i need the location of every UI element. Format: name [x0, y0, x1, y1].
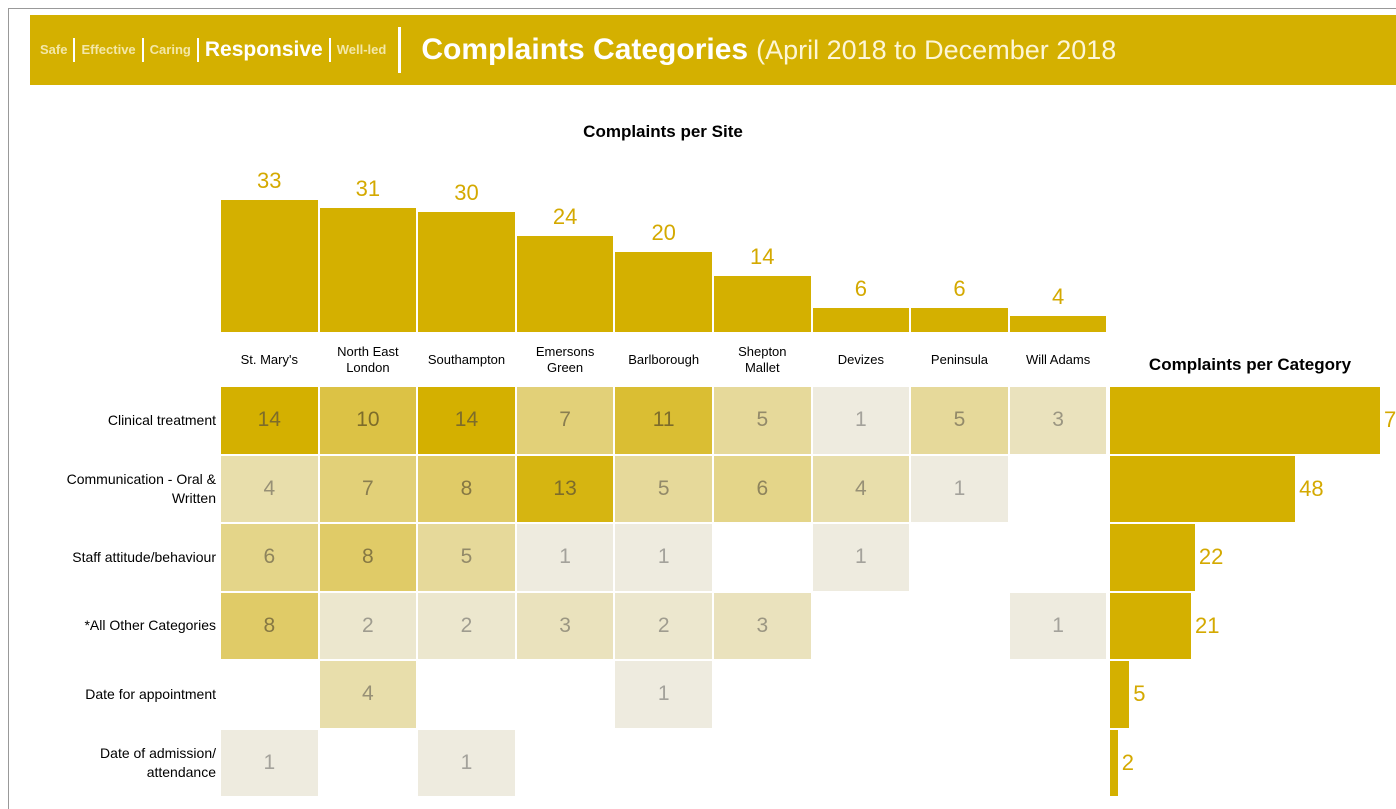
x-tick-label: Will Adams	[1025, 352, 1091, 367]
row-label-text: Date of admission/ attendance	[100, 744, 216, 780]
heat-cell: 1	[812, 524, 910, 591]
value-label: 48	[1299, 475, 1324, 501]
heat-cell: 5	[911, 387, 1008, 454]
heat-cell: 5	[418, 524, 515, 591]
heat-cell: 7	[319, 455, 417, 522]
heat-cell: 1	[1009, 592, 1107, 659]
x-tick-label: Peninsula	[930, 352, 989, 367]
value-label: 22	[1198, 544, 1224, 570]
heat-cell: 1	[911, 455, 1008, 522]
bar	[812, 308, 910, 332]
nav-link[interactable]: Effective	[75, 38, 144, 62]
value-label: 4	[1051, 284, 1065, 309]
heat-cell: 6	[714, 455, 811, 522]
value-label: 24	[552, 204, 578, 229]
row-label: Date of admission/ attendance	[30, 730, 216, 797]
bar	[615, 252, 712, 332]
value-label: 2	[1121, 749, 1134, 775]
heat-cell: 8	[319, 524, 417, 591]
row-label: Staff attitude/behaviour	[30, 524, 216, 591]
bar	[319, 208, 417, 332]
value-label: 14	[750, 244, 775, 269]
row-label: Clinical treatment	[30, 387, 216, 454]
heat-cell: 1	[615, 661, 712, 728]
heat-cell: 14	[418, 387, 515, 454]
x-tick-label: North East London	[337, 344, 399, 375]
value-label: 6	[854, 276, 868, 301]
bar	[714, 276, 811, 332]
x-tick-label: Devizes	[837, 352, 885, 367]
row-label: *All Other Categories	[30, 593, 216, 660]
value-label: 33	[257, 168, 282, 193]
heat-cell: 1	[221, 729, 318, 796]
value-label: 21	[1195, 612, 1220, 638]
x-tick-label: Shepton Mallet	[738, 344, 787, 375]
nav-link[interactable]: Well-led	[336, 42, 387, 57]
frame	[8, 8, 1396, 809]
row-label: Date for appointment	[30, 661, 216, 728]
row-label-text: Date for appointment	[85, 685, 216, 702]
chart-title: Complaints per Site	[583, 122, 743, 141]
heat-cell: 13	[516, 455, 614, 522]
x-tick-label: Barlborough	[628, 352, 700, 367]
bar	[1110, 592, 1191, 659]
heat-cell: 7	[516, 387, 614, 454]
bar	[516, 236, 614, 332]
bar	[1110, 387, 1380, 454]
bar	[1110, 729, 1118, 796]
heat-cell: 1	[516, 524, 614, 591]
value-label: 20	[651, 220, 676, 245]
heat-cell: 1	[418, 729, 515, 796]
heat-cell: 3	[1009, 387, 1107, 454]
value-label: 5	[1133, 681, 1146, 707]
heat-cell: 4	[812, 455, 910, 522]
heat-cell: 2	[418, 592, 515, 659]
heat-cell: 10	[319, 387, 417, 454]
row-label-text: Communication - Oral & Written	[66, 470, 216, 506]
separator	[398, 27, 402, 73]
page-title: Complaints Categories	[421, 33, 749, 66]
heat-cell: 4	[319, 661, 417, 728]
chart-title: Complaints per Category	[1148, 355, 1352, 374]
heat-cell: 3	[516, 592, 614, 659]
value-label: 6	[953, 276, 966, 301]
value-label: 70	[1384, 407, 1396, 433]
x-tick-label: St. Mary's	[240, 352, 298, 367]
bar	[1110, 455, 1296, 522]
heat-cell: 14	[221, 387, 318, 454]
nav-link[interactable]: Responsive	[199, 38, 331, 62]
row-label-text: *All Other Categories	[84, 617, 216, 634]
nav-link[interactable]: Caring	[144, 38, 199, 62]
bar	[1110, 661, 1130, 728]
row-label-text: Staff attitude/behaviour	[72, 548, 216, 565]
x-tick-label: Emersons Green	[535, 344, 595, 375]
heat-cell: 5	[615, 455, 712, 522]
heat-cell: 6	[221, 524, 318, 591]
bar	[1009, 316, 1107, 332]
heat-cell: 1	[615, 524, 712, 591]
bar	[221, 200, 318, 332]
x-tick-label: Southampton	[427, 352, 506, 367]
header: Safe Effective Caring Responsive Well-le…	[30, 15, 1396, 85]
bar	[418, 212, 515, 332]
heat-cell: 3	[714, 592, 811, 659]
heat-cell: 2	[615, 592, 712, 659]
row-label: Communication - Oral & Written	[30, 456, 216, 523]
heat-cell: 8	[221, 592, 318, 659]
heat-cell: 1	[812, 387, 910, 454]
row-label-text: Clinical treatment	[107, 411, 216, 428]
bar	[1110, 524, 1195, 591]
heat-cell: 5	[714, 387, 811, 454]
nav-link[interactable]: Safe	[30, 38, 76, 62]
page-subtitle: (April 2018 to December 2018	[756, 34, 1117, 65]
heat-cell: 11	[615, 387, 712, 454]
heat-cell: 4	[221, 455, 318, 522]
bar	[911, 308, 1008, 332]
heat-cell: 2	[319, 592, 417, 659]
value-label: 30	[454, 180, 479, 205]
value-label: 31	[355, 176, 381, 201]
heat-cell: 8	[418, 455, 515, 522]
